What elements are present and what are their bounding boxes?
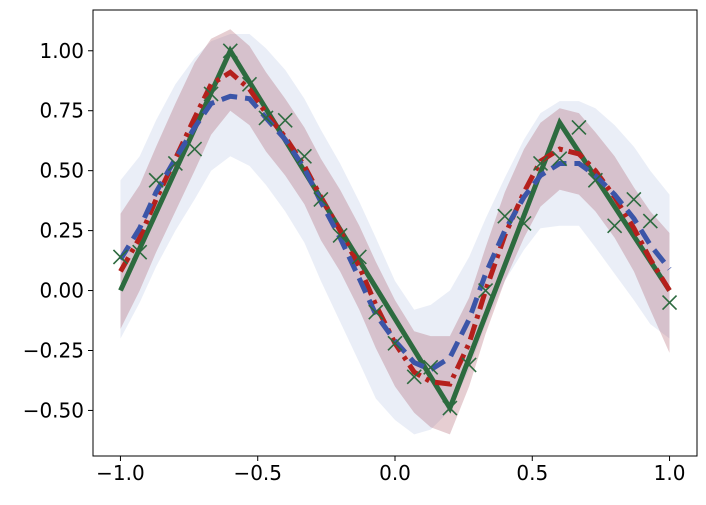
sample-marker [478, 282, 494, 299]
y-tick-label: 1.00 [39, 39, 84, 63]
sample-marker [203, 86, 219, 102]
x-axis: −1.0 −0.5 0.0 0.5 1.0 [96, 456, 685, 485]
sample-marker [571, 119, 587, 136]
sample-markers [112, 43, 678, 416]
sample-marker [497, 208, 513, 224]
sample-marker [132, 244, 148, 260]
sample-marker [642, 213, 658, 229]
x-tick-label: −0.5 [233, 461, 282, 485]
sample-marker [277, 112, 293, 128]
sample-marker [532, 155, 549, 172]
sample-marker [222, 43, 238, 59]
y-tick-label: 0.50 [39, 159, 84, 183]
sample-marker [368, 304, 384, 320]
model-mean-a-band [120, 29, 670, 435]
x-tick-label: 0.5 [516, 461, 548, 485]
sample-marker [387, 335, 403, 351]
sample-marker [187, 141, 203, 157]
y-tick-label: 0.25 [39, 219, 84, 243]
plot-area-background [93, 10, 697, 456]
sample-marker [332, 227, 348, 243]
sample-marker [296, 148, 312, 164]
sample-marker [587, 172, 603, 188]
sample-marker [112, 249, 129, 265]
sample-marker [313, 191, 329, 207]
y-tick-label: 0.75 [39, 99, 84, 123]
sample-marker [607, 218, 623, 234]
sample-marker [552, 151, 568, 167]
uncertainty-bands [120, 29, 670, 435]
sample-marker [423, 359, 439, 375]
sample-marker [258, 110, 274, 126]
x-tick-label: 1.0 [654, 461, 686, 485]
y-axis: −0.50 −0.25 0.00 0.25 0.50 0.75 1.00 [23, 39, 93, 422]
sample-marker [516, 215, 532, 231]
sample-marker [461, 357, 477, 373]
y-tick-label: −0.50 [23, 398, 84, 422]
sample-marker [167, 155, 183, 172]
sample-marker [661, 294, 678, 311]
sample-marker [148, 172, 164, 188]
y-tick-label: 0.00 [39, 279, 84, 303]
y-tick-label: −0.25 [23, 338, 84, 362]
sample-marker [406, 369, 422, 385]
sample-marker [626, 191, 642, 207]
x-tick-label: −1.0 [96, 461, 145, 485]
sample-marker [351, 249, 367, 265]
sample-marker [241, 76, 258, 92]
model-mean-b-line [118, 93, 672, 373]
model-mean-b-band [120, 34, 670, 435]
x-tick-label: 0.0 [379, 461, 411, 485]
sample-marker [442, 400, 458, 416]
